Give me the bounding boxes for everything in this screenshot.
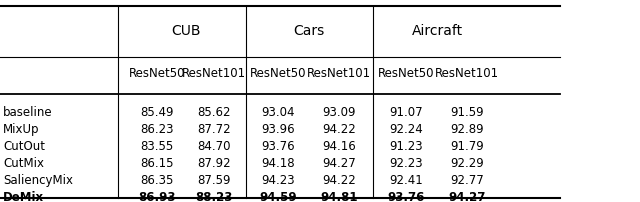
Text: 94.22: 94.22 xyxy=(323,123,356,136)
Text: 94.59: 94.59 xyxy=(260,191,297,202)
Text: 91.59: 91.59 xyxy=(451,106,484,119)
Text: baseline: baseline xyxy=(3,106,53,119)
Text: 92.29: 92.29 xyxy=(451,157,484,170)
Text: 86.35: 86.35 xyxy=(140,174,173,187)
Text: DeMix: DeMix xyxy=(3,191,44,202)
Text: CutOut: CutOut xyxy=(3,140,45,153)
Text: 88.23: 88.23 xyxy=(196,191,233,202)
Text: ResNet101: ResNet101 xyxy=(435,67,499,80)
Text: 93.76: 93.76 xyxy=(388,191,425,202)
Text: MixUp: MixUp xyxy=(3,123,40,136)
Text: 86.93: 86.93 xyxy=(138,191,175,202)
Text: 92.89: 92.89 xyxy=(451,123,484,136)
Text: CutMix: CutMix xyxy=(3,157,44,170)
Text: 92.23: 92.23 xyxy=(390,157,423,170)
Text: 87.72: 87.72 xyxy=(198,123,231,136)
Text: 92.41: 92.41 xyxy=(390,174,423,187)
Text: 94.18: 94.18 xyxy=(262,157,295,170)
Text: 91.07: 91.07 xyxy=(390,106,423,119)
Text: 87.59: 87.59 xyxy=(198,174,231,187)
Text: Aircraft: Aircraft xyxy=(412,24,463,38)
Text: 94.27: 94.27 xyxy=(449,191,486,202)
Text: 94.27: 94.27 xyxy=(323,157,356,170)
Text: 86.23: 86.23 xyxy=(140,123,173,136)
Text: 94.23: 94.23 xyxy=(262,174,295,187)
Text: ResNet50: ResNet50 xyxy=(378,67,435,80)
Text: ResNet101: ResNet101 xyxy=(307,67,371,80)
Text: ResNet101: ResNet101 xyxy=(182,67,246,80)
Text: 85.62: 85.62 xyxy=(198,106,231,119)
Text: 93.09: 93.09 xyxy=(323,106,356,119)
Text: 93.76: 93.76 xyxy=(262,140,295,153)
Text: 92.77: 92.77 xyxy=(451,174,484,187)
Text: 93.04: 93.04 xyxy=(262,106,295,119)
Text: Cars: Cars xyxy=(294,24,324,38)
Text: 83.55: 83.55 xyxy=(140,140,173,153)
Text: 84.70: 84.70 xyxy=(198,140,231,153)
Text: 92.24: 92.24 xyxy=(390,123,423,136)
Text: 93.96: 93.96 xyxy=(262,123,295,136)
Text: 85.49: 85.49 xyxy=(140,106,173,119)
Text: 91.79: 91.79 xyxy=(451,140,484,153)
Text: 94.16: 94.16 xyxy=(323,140,356,153)
Text: 86.15: 86.15 xyxy=(140,157,173,170)
Text: ResNet50: ResNet50 xyxy=(250,67,307,80)
Text: 91.23: 91.23 xyxy=(390,140,423,153)
Text: 87.92: 87.92 xyxy=(198,157,231,170)
Text: CUB: CUB xyxy=(171,24,200,38)
Text: 94.22: 94.22 xyxy=(323,174,356,187)
Text: 94.81: 94.81 xyxy=(321,191,358,202)
Text: SaliencyMix: SaliencyMix xyxy=(3,174,73,187)
Text: ResNet50: ResNet50 xyxy=(129,67,185,80)
